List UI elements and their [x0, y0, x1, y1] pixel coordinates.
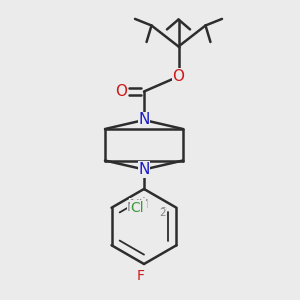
Text: 2: 2: [160, 207, 166, 217]
Text: N: N: [138, 162, 150, 177]
Text: O: O: [172, 69, 184, 84]
Text: F: F: [137, 269, 145, 283]
Text: NH: NH: [127, 201, 146, 214]
Text: O: O: [116, 84, 128, 99]
Text: 2: 2: [160, 208, 166, 218]
Text: NH: NH: [130, 198, 149, 211]
Text: N: N: [138, 112, 150, 128]
Text: Cl: Cl: [130, 201, 144, 215]
